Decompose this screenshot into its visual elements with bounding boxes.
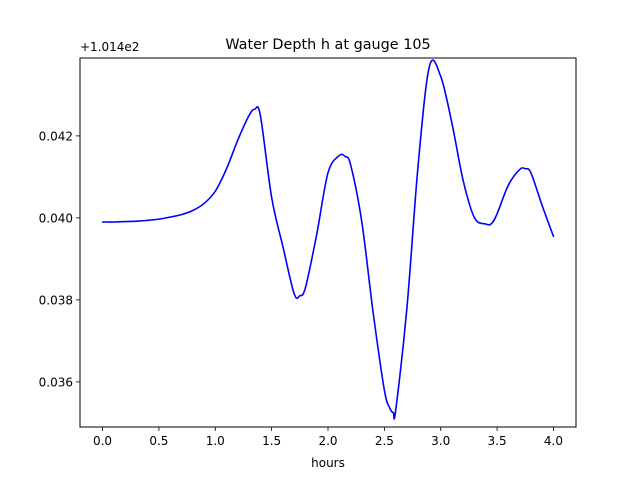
x-tick-label: 1.5 [262,434,281,448]
x-tick-label: 3.5 [488,434,507,448]
x-tick-label: 2.5 [375,434,394,448]
x-axis-label: hours [311,456,345,470]
x-tick-label: 3.0 [431,434,450,448]
x-tick-label: 2.0 [318,434,337,448]
x-axis-ticks: 0.0 0.5 1.0 1.5 2.0 2.5 3.0 3.5 4.0 [93,427,563,448]
plot-area [101,59,555,420]
y-tick-label: 0.040 [39,211,73,225]
x-tick-label: 1.0 [206,434,225,448]
x-tick-label: 0.0 [93,434,112,448]
chart-title: Water Depth h at gauge 105 [225,37,430,53]
y-tick-label: 0.042 [39,129,73,143]
series-line-water-depth [101,59,555,420]
x-tick-label: 0.5 [149,434,168,448]
axes-frame [79,57,577,428]
y-tick-label: 0.036 [39,375,73,389]
y-tick-label: 0.038 [39,293,73,307]
x-tick-label: 4.0 [544,434,563,448]
y-axis-ticks: 0.036 0.038 0.040 0.042 [39,129,80,389]
y-axis-offset-text: +1.014e2 [80,40,139,54]
